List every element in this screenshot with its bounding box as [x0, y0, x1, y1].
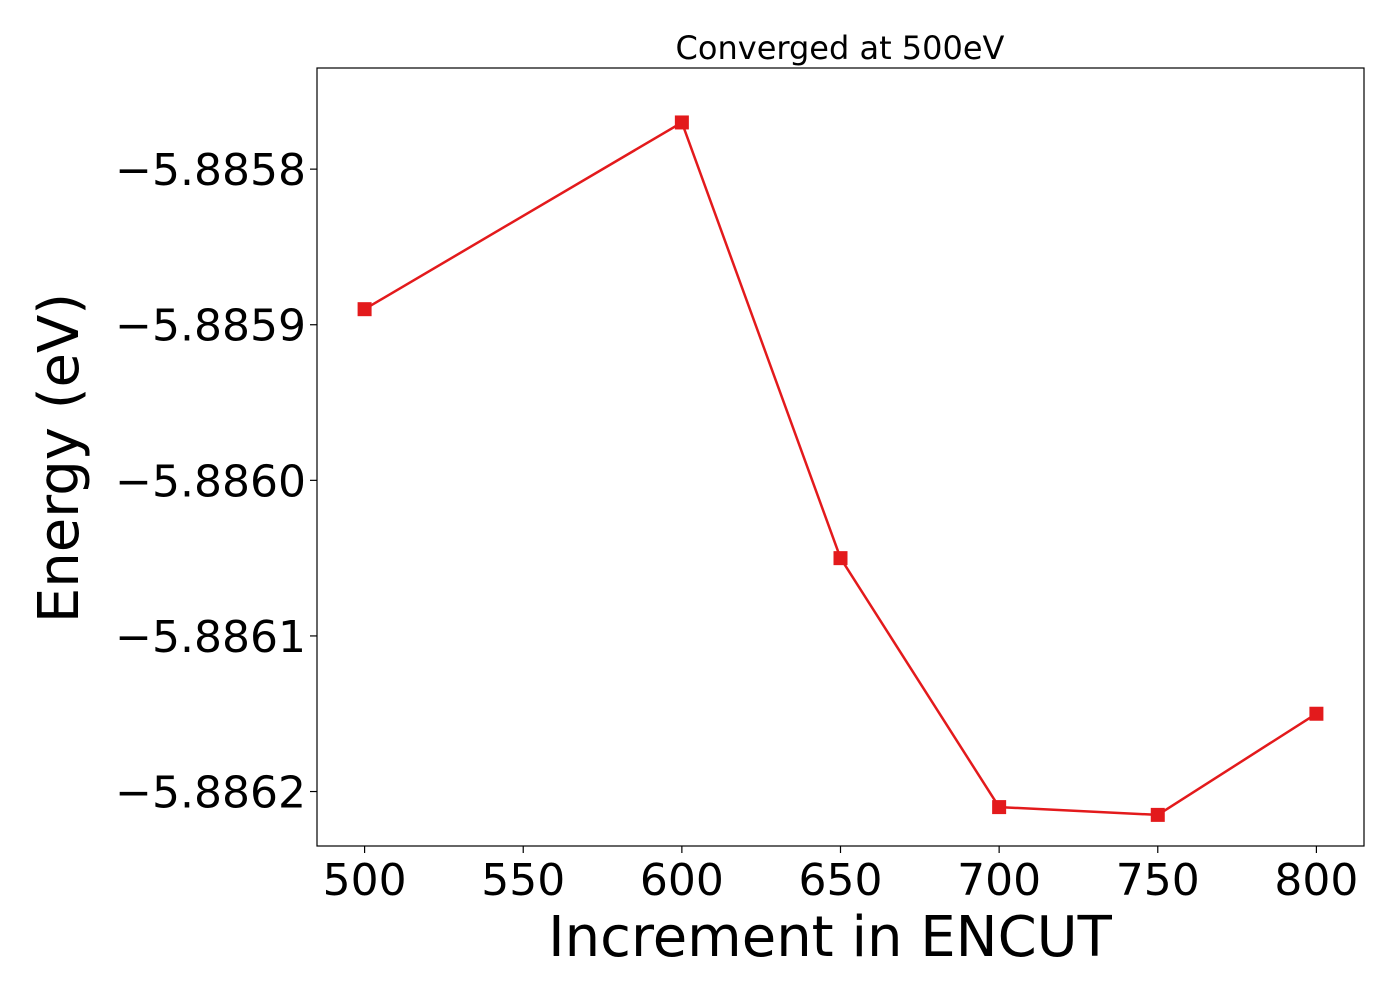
x-tick-label: 800: [1274, 855, 1358, 906]
x-tick-label: 650: [799, 855, 883, 906]
x-tick-label: 550: [481, 855, 565, 906]
x-axis: 500 550 600 650 700 750 800: [323, 846, 1358, 906]
data-point-marker: [674, 115, 689, 130]
series-line: [363, 121, 1318, 817]
x-tick-label: 750: [1116, 855, 1200, 906]
data-point-marker: [357, 302, 372, 317]
data-point-marker: [1150, 807, 1165, 822]
y-axis-label: Energy (eV): [27, 293, 92, 623]
chart-title: Converged at 500eV: [676, 29, 1005, 67]
y-tick-label: −5.8861: [115, 612, 306, 663]
data-point-marker: [992, 800, 1007, 815]
plot-area: [357, 115, 1324, 822]
x-axis-label: Increment in ENCUT: [548, 905, 1113, 970]
y-tick-label: −5.8858: [115, 145, 306, 196]
x-tick-label: 700: [957, 855, 1041, 906]
y-axis: −5.8858 −5.8859 −5.8860 −5.8861 −5.8862: [115, 145, 317, 819]
x-tick-label: 600: [640, 855, 724, 906]
y-tick-label: −5.8860: [115, 456, 306, 507]
x-tick-label: 500: [323, 855, 407, 906]
y-tick-label: −5.8859: [115, 301, 306, 352]
y-tick-label: −5.8862: [115, 768, 306, 819]
data-point-marker: [833, 551, 848, 566]
data-point-marker: [1309, 706, 1324, 721]
